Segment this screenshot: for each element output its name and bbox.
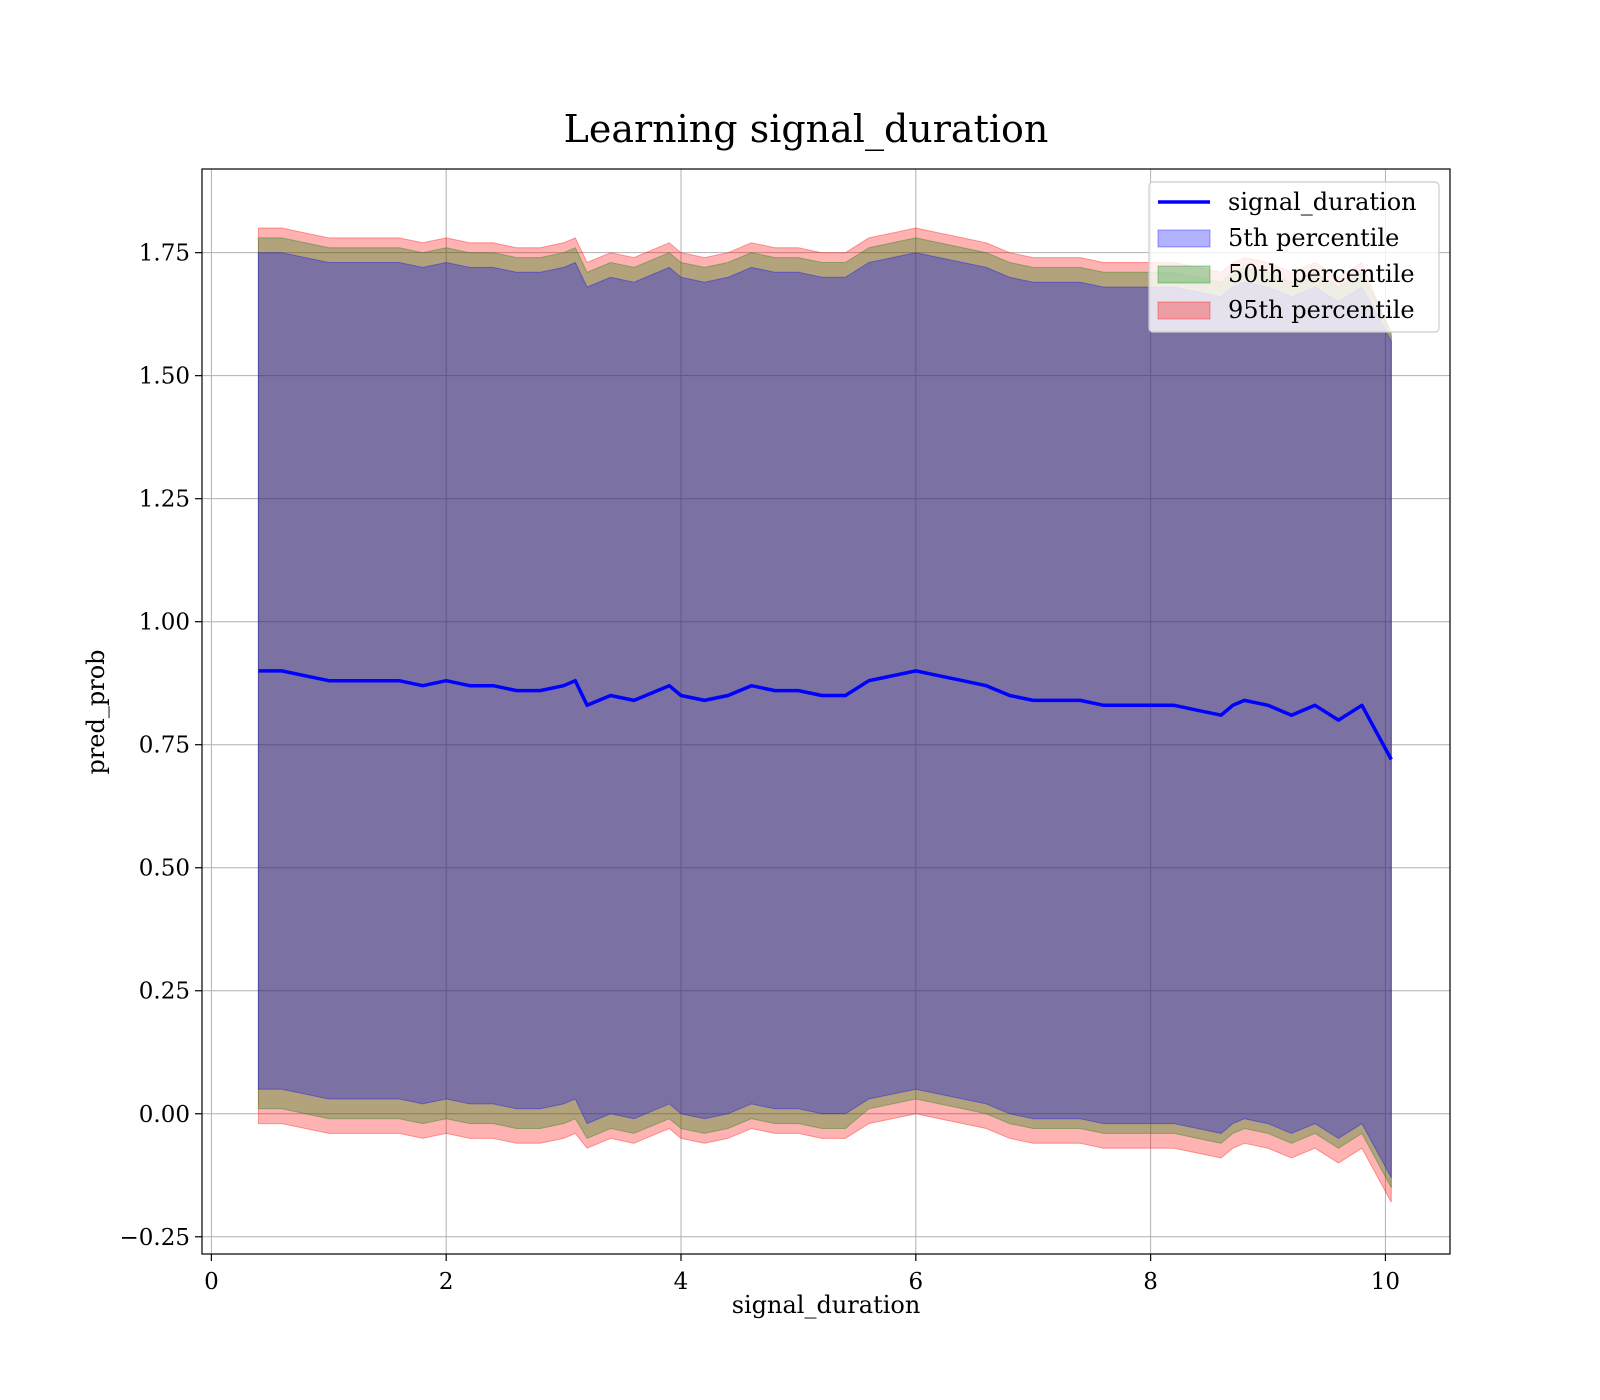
x-axis-label: signal_duration [732, 1291, 921, 1319]
legend-label-0: signal_duration [1228, 188, 1417, 216]
legend-label-2: 50th percentile [1228, 260, 1415, 288]
legend-swatch-1 [1157, 229, 1211, 248]
series-lines [258, 669, 1393, 761]
y-axis-ticks: −0.25 0.00 0.25 0.50 0.75 1.00 1.25 1.50 1.75 [120, 241, 202, 1251]
legend-frame [1148, 181, 1440, 333]
band-50th-percentile [257, 237, 1392, 1188]
x-tick-label-4: 8 [1143, 1269, 1158, 1295]
plot-frame [201, 168, 1451, 1255]
legend-label-1: 5th percentile [1228, 224, 1399, 252]
band-5th-percentile [257, 252, 1392, 1178]
legend-swatch-2 [1157, 265, 1211, 284]
x-tick-label-3: 6 [908, 1269, 923, 1295]
x-tick-label-5: 10 [1371, 1269, 1400, 1295]
band-95th-percentile [257, 227, 1392, 1203]
y-tick-label-4: 0.75 [139, 733, 190, 759]
x-axis-ticks: 0 2 4 6 8 10 [204, 1254, 1400, 1295]
legend: signal_duration 5th percentile 50th percen… [1148, 181, 1440, 333]
x-tick-label-1: 2 [439, 1269, 454, 1295]
y-tick-label-1: 0.00 [139, 1102, 190, 1128]
y-axis-label: pred_prob [82, 649, 110, 774]
x-tick-label-2: 4 [674, 1269, 689, 1295]
y-tick-label-5: 1.00 [139, 610, 190, 636]
y-tick-label-6: 1.25 [139, 487, 190, 513]
y-tick-label-3: 0.50 [139, 856, 190, 882]
legend-swatch-3 [1157, 301, 1211, 320]
legend-label-3: 95th percentile [1228, 296, 1415, 324]
x-tick-label-0: 0 [204, 1269, 219, 1295]
series-line-signal-duration [258, 669, 1393, 761]
y-tick-label-0: −0.25 [120, 1225, 190, 1251]
grid [202, 169, 1450, 1254]
percentile-bands [257, 227, 1392, 1203]
y-tick-label-7: 1.50 [139, 364, 190, 390]
y-tick-label-8: 1.75 [139, 241, 190, 267]
chart-title: Learning signal_duration [564, 107, 1049, 152]
y-tick-label-2: 0.25 [139, 979, 190, 1005]
